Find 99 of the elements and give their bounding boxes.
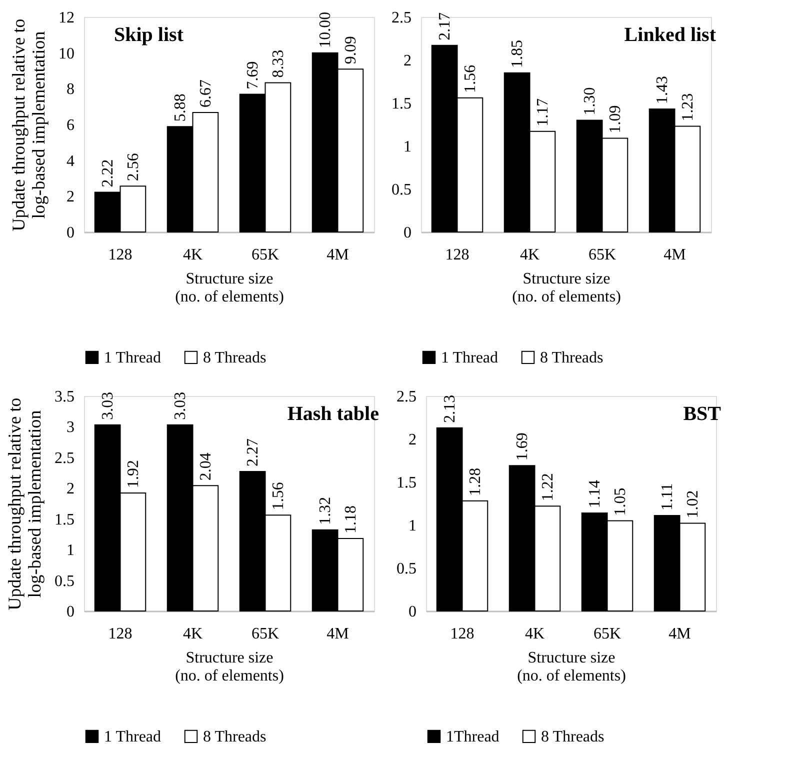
data-label: 6.67 <box>197 79 214 108</box>
y-tick-label: 12 <box>58 10 74 26</box>
x-tick-label: 65K <box>588 246 616 264</box>
y-tick-label: 10 <box>58 45 74 62</box>
data-label: 2.56 <box>124 153 142 182</box>
y-tick-label: 1 <box>408 518 416 534</box>
y-tick-label: 0.5 <box>396 560 416 578</box>
chart-title: Skip list <box>114 24 184 46</box>
y-tick-label: 0 <box>408 604 416 620</box>
text: log-based implementation <box>28 31 48 219</box>
y-tick-label: 6 <box>66 117 74 134</box>
y-tick-label: 1 <box>66 542 74 560</box>
data-label: 1.30 <box>582 87 599 116</box>
data-label: 1.85 <box>509 40 526 68</box>
data-label: 1.17 <box>534 98 552 126</box>
data-label: 2.27 <box>244 438 262 467</box>
x-tick-label: 4K <box>524 626 545 642</box>
legend-label: 8 Threads <box>541 728 604 746</box>
text: Update throughput relative to <box>4 398 24 610</box>
x-tick-label: 128 <box>108 246 132 264</box>
chart-title: Linked list <box>624 24 716 46</box>
x-tick-label: 128 <box>108 626 132 642</box>
x-tick-label: 65K <box>251 626 280 642</box>
data-label: 10.00 <box>317 12 334 48</box>
data-label: 7.69 <box>244 61 262 90</box>
legend-label: 1 Thread <box>441 349 498 366</box>
x-tick-label: 65K <box>251 246 280 264</box>
legend-label: 8 Threads <box>203 349 266 366</box>
data-label: 1.92 <box>124 460 142 488</box>
data-label: 2.13 <box>442 394 459 423</box>
x-tick-label: 4M <box>668 626 691 642</box>
text: (no. of elements) <box>512 288 621 306</box>
data-label: 1.32 <box>317 496 334 525</box>
data-label: 1.43 <box>654 76 672 104</box>
data-label: 1.23 <box>679 93 696 122</box>
text: Structure size <box>186 270 274 288</box>
x-tick-label: 4K <box>520 246 540 264</box>
y-tick-label: 2 <box>66 188 74 206</box>
y-tick-label: 0 <box>404 224 412 242</box>
y-tick-label: 0 <box>66 224 74 242</box>
y-tick-label: 8 <box>66 81 74 98</box>
y-tick-label: 3 <box>66 419 74 436</box>
data-label: 2.22 <box>100 159 117 188</box>
data-label: 9.09 <box>342 36 360 64</box>
x-tick-label: 65K <box>593 626 622 642</box>
data-label: 3.03 <box>172 392 190 420</box>
text: (no. of elements) <box>517 668 626 684</box>
legend-label: 1 Thread <box>104 349 162 366</box>
legend-label: 8 Threads <box>540 349 604 366</box>
y-tick-label: 2 <box>404 52 412 70</box>
y-tick-label: 2.5 <box>392 10 412 26</box>
y-tick-label: 1.5 <box>392 96 412 112</box>
data-label: 2.04 <box>197 452 214 481</box>
y-tick-label: 1.5 <box>396 474 416 492</box>
chart-title: BST <box>683 403 722 425</box>
text: Update throughput relative to <box>8 18 28 232</box>
y-tick-label: 4 <box>66 152 74 170</box>
data-label: 5.88 <box>172 94 190 122</box>
y-tick-label: 1 <box>404 138 412 156</box>
data-label: 1.56 <box>270 482 287 510</box>
data-label: 1.09 <box>606 105 624 134</box>
y-tick-label: 3.5 <box>54 388 74 406</box>
data-label: 1.28 <box>466 468 484 496</box>
x-tick-label: 4M <box>326 626 349 642</box>
y-tick-label: 1.5 <box>54 511 74 528</box>
data-label: 1.11 <box>659 483 676 511</box>
text: (no. of elements) <box>175 668 284 684</box>
y-tick-label: 0.5 <box>392 182 412 198</box>
x-tick-label: 4M <box>326 246 349 264</box>
x-tick-label: 4M <box>664 246 686 264</box>
data-label: 1.56 <box>462 64 479 93</box>
text: Structure size <box>186 650 274 666</box>
data-label: 1.22 <box>539 473 556 502</box>
text: log-based implementation <box>24 410 44 598</box>
text: (no. of elements) <box>175 288 284 306</box>
x-tick-label: 4K <box>182 246 203 264</box>
data-label: 1.02 <box>684 490 702 518</box>
data-label: 1.69 <box>514 432 532 461</box>
data-label: 8.33 <box>270 50 287 78</box>
y-tick-label: 2.5 <box>54 450 74 467</box>
y-tick-label: 2.5 <box>396 388 416 406</box>
text: Structure size <box>528 650 616 666</box>
data-label: 2.17 <box>436 12 454 40</box>
legend-label: 1 Thread <box>104 728 162 746</box>
y-tick-label: 0 <box>66 604 74 620</box>
chart-title: Hash table <box>287 403 380 425</box>
x-tick-label: 128 <box>445 246 470 264</box>
x-tick-label: 128 <box>450 626 474 642</box>
text: Structure size <box>522 270 610 288</box>
y-tick-label: 2 <box>408 432 416 448</box>
data-label: 1.05 <box>612 488 629 516</box>
legend-label: 1Thread <box>446 728 500 746</box>
data-label: 3.03 <box>100 392 117 420</box>
data-label: 1.18 <box>342 506 360 534</box>
x-tick-label: 4K <box>182 626 203 642</box>
legend-label: 8 Threads <box>203 728 266 746</box>
y-tick-label: 0.5 <box>54 572 74 590</box>
y-tick-label: 2 <box>66 480 74 498</box>
data-label: 1.14 <box>586 480 604 508</box>
